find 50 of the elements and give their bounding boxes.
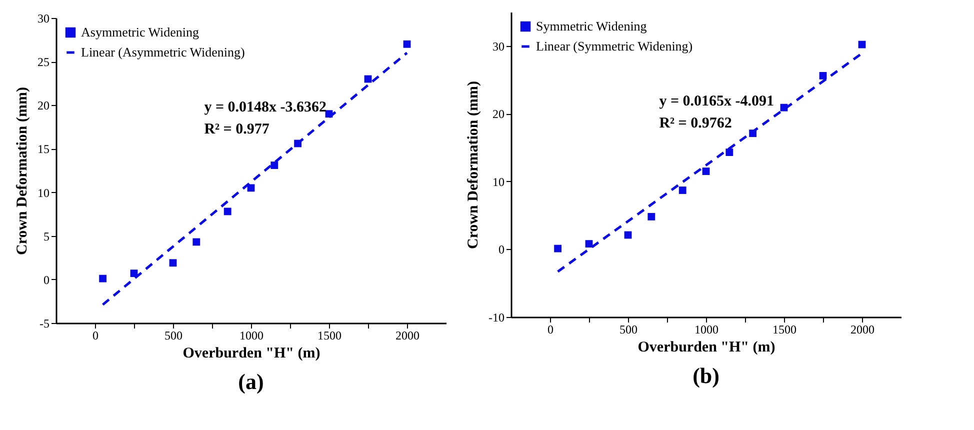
y-tick-label: 10 (38, 186, 50, 200)
x-tick-label: 2000 (850, 322, 874, 336)
y-tick-label: -10 (488, 310, 504, 324)
y-axis-title: Crown Deformation (mm) (466, 80, 482, 250)
point (702, 168, 710, 175)
x-tick-label: 500 (164, 328, 182, 342)
y-tick-label: 0 (44, 272, 50, 287)
x-tick-label: 1000 (240, 328, 264, 342)
x-tick-label: 1500 (318, 328, 342, 342)
point (819, 72, 827, 80)
x-tick-label: 1000 (694, 322, 718, 336)
point (678, 186, 686, 194)
y-tick-label: 30 (38, 12, 50, 26)
legend-label: Asymmetric Widening (81, 24, 200, 40)
point (554, 244, 562, 252)
y-tick-label: 20 (492, 107, 504, 122)
point (648, 212, 656, 220)
x-tick-label: 2000 (396, 328, 420, 342)
y-tick-label: 10 (492, 174, 504, 189)
x-axis-title: Overburden "H" (m) (182, 346, 320, 362)
y-tick-label: 20 (38, 98, 50, 113)
annotation: y = 0.0148x -3.6362 (204, 99, 326, 116)
legend-label: Linear (Asymmetric Widening) (81, 44, 245, 60)
y-tick-label: 0 (498, 242, 504, 257)
y-tick-label: 30 (492, 39, 504, 54)
legend-label: Symmetric Widening (536, 18, 648, 34)
point (224, 208, 232, 216)
x-tick-label: 0 (548, 322, 554, 336)
y-tick-label: 15 (38, 142, 50, 156)
x-tick-label: 0 (92, 328, 98, 342)
y-tick-label: 25 (38, 55, 50, 70)
y-tick-label: -5 (40, 316, 50, 330)
point (270, 162, 278, 169)
point (726, 148, 734, 156)
legend-label: Linear (Symmetric Widening) (536, 38, 693, 54)
annotation: R² = 0.977 (204, 121, 270, 138)
annotation: y = 0.0165x -4.091 (659, 93, 774, 110)
y-tick-label: 5 (44, 229, 50, 244)
point (585, 240, 593, 248)
x-tick-label: 1500 (772, 322, 796, 336)
x-axis-title: Overburden "H" (m) (638, 340, 776, 356)
point (99, 274, 107, 282)
text: (a) (238, 369, 264, 394)
text: (b) (692, 363, 720, 388)
point (169, 259, 177, 267)
x-tick-label: 500 (620, 322, 638, 336)
annotation: R² = 0.9762 (659, 115, 732, 132)
point (192, 238, 200, 246)
y-axis-title: Crown Deformation (mm) (14, 86, 30, 256)
point (403, 40, 411, 48)
